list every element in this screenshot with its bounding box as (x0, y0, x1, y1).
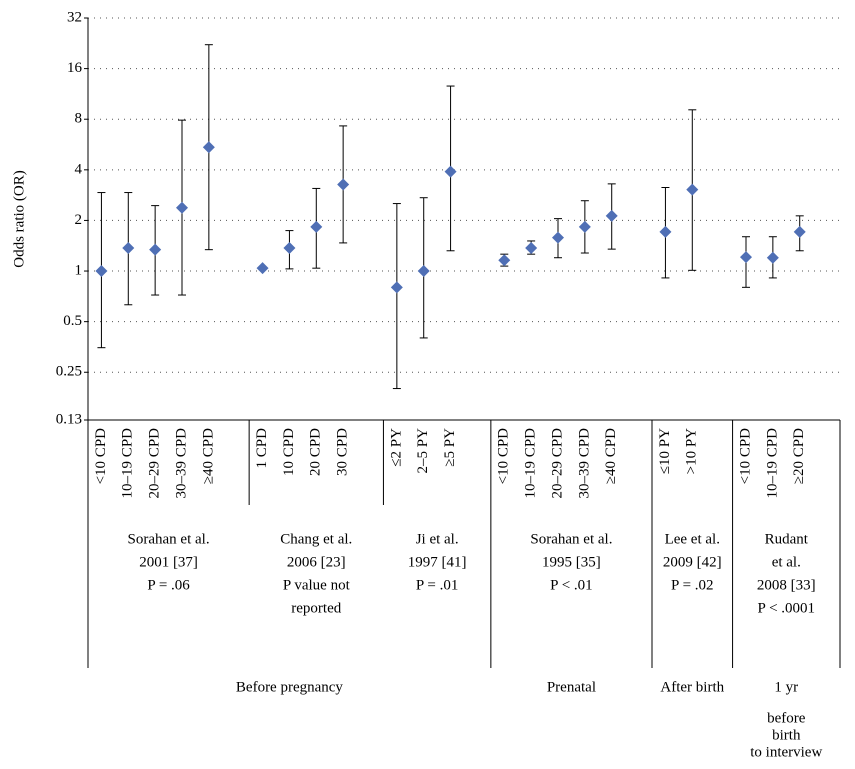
y-tick-label: 0.13 (56, 411, 82, 427)
point (525, 242, 538, 255)
y-tick-label: 16 (67, 60, 83, 76)
x-tick-label: 1 CPD (254, 428, 270, 469)
study-label: Rudant (765, 531, 809, 547)
x-tick-label: ≥40 CPD (603, 428, 619, 484)
study-label: P < .01 (550, 577, 593, 593)
point (578, 220, 591, 233)
x-tick-label: ≥5 PY (442, 428, 458, 467)
point (552, 231, 564, 244)
point (256, 262, 269, 275)
study-label: Chang et al. (280, 531, 352, 547)
study-label: P < .0001 (758, 600, 816, 616)
x-tick-label: 30 CPD (335, 428, 351, 476)
study-label: 2009 [42] (663, 554, 722, 570)
x-tick-label: ≤2 PY (388, 428, 404, 467)
point (498, 254, 511, 267)
point (444, 165, 457, 178)
point (417, 265, 430, 278)
period-label: before (767, 710, 806, 726)
period-label: Before pregnancy (236, 679, 344, 695)
x-tick-label: 20–29 CPD (549, 428, 565, 499)
y-tick-label: 2 (75, 212, 83, 228)
x-tick-label: 10–19 CPD (120, 428, 136, 499)
x-tick-label: >10 PY (684, 428, 700, 475)
study-label: 2006 [23] (287, 554, 346, 570)
x-tick-label: 30–39 CPD (576, 428, 592, 499)
point (202, 141, 215, 154)
point (659, 225, 672, 238)
y-tick-label: 8 (75, 111, 83, 127)
point (793, 225, 806, 238)
study-label: P value not (283, 577, 351, 593)
study-label: P = .01 (416, 577, 459, 593)
y-tick-label: 0.25 (56, 364, 82, 380)
study-label: 2008 [33] (757, 577, 816, 593)
point (283, 242, 296, 255)
point (310, 220, 323, 233)
x-tick-label: 30–39 CPD (173, 428, 189, 499)
point (766, 251, 779, 264)
x-tick-label: 10 CPD (281, 428, 297, 476)
point (95, 265, 108, 278)
x-tick-label: 20 CPD (308, 428, 324, 476)
x-tick-label: 2–5 PY (415, 428, 431, 474)
point (122, 242, 135, 255)
study-label: 1995 [35] (542, 554, 601, 570)
point (605, 209, 618, 222)
x-tick-label: <10 CPD (93, 428, 109, 485)
y-tick-label: 4 (75, 161, 83, 177)
study-label: Lee et al. (665, 531, 720, 547)
period-label: to interview (750, 744, 822, 760)
point (390, 281, 403, 294)
point (740, 251, 752, 264)
y-tick-label: 32 (67, 9, 82, 25)
x-tick-label: <10 CPD (496, 428, 512, 485)
period-label: 1 yr (774, 679, 798, 695)
study-label: Sorahan et al. (128, 531, 210, 547)
study-label: P = .02 (671, 577, 714, 593)
point (176, 201, 188, 214)
x-tick-label: 10–19 CPD (523, 428, 539, 499)
study-label: reported (291, 600, 341, 616)
x-tick-label: ≤10 PY (657, 428, 673, 474)
x-tick-label: 20–29 CPD (147, 428, 163, 499)
x-tick-label: 10–19 CPD (764, 428, 780, 499)
period-label: Prenatal (547, 679, 596, 695)
study-label: Ji et al. (416, 531, 459, 547)
point (686, 183, 699, 196)
x-tick-label: ≥20 CPD (791, 428, 807, 484)
study-label: et al. (772, 554, 801, 570)
study-label: 2001 [37] (139, 554, 198, 570)
period-label: birth (772, 727, 801, 743)
y-tick-label: 1 (75, 262, 83, 278)
y-tick-label: 0.5 (63, 313, 82, 329)
x-tick-label: ≥40 CPD (200, 428, 216, 484)
x-tick-label: <10 CPD (737, 428, 753, 485)
point (149, 243, 162, 256)
point (337, 178, 350, 191)
y-axis-label: Odds ratio (OR) (11, 170, 27, 268)
study-label: P = .06 (147, 577, 190, 593)
study-label: 1997 [41] (408, 554, 467, 570)
study-label: Sorahan et al. (530, 531, 612, 547)
period-label: After birth (660, 679, 724, 695)
